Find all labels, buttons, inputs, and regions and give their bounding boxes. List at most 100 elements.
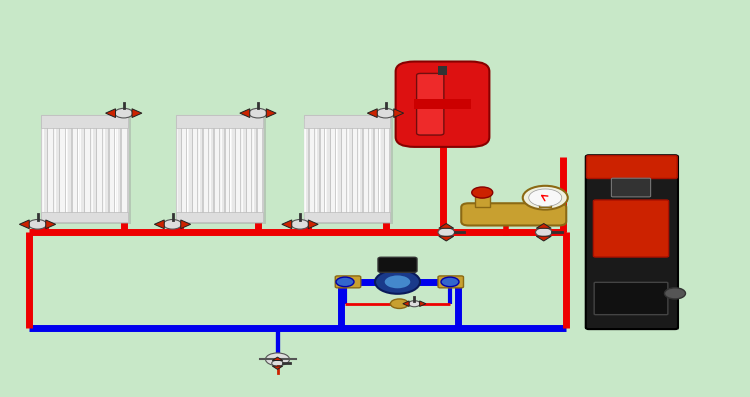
Bar xyxy=(304,115,390,128)
Polygon shape xyxy=(439,236,454,241)
Bar xyxy=(358,119,362,218)
Bar xyxy=(109,119,114,218)
Polygon shape xyxy=(181,220,190,229)
Bar xyxy=(209,119,211,218)
FancyBboxPatch shape xyxy=(335,276,361,288)
Bar xyxy=(309,119,314,218)
Circle shape xyxy=(664,288,686,299)
Circle shape xyxy=(375,270,420,294)
Bar xyxy=(331,119,335,218)
Circle shape xyxy=(28,220,46,229)
Bar xyxy=(231,119,235,218)
FancyBboxPatch shape xyxy=(586,155,678,329)
Circle shape xyxy=(336,277,354,287)
Bar xyxy=(374,119,378,218)
FancyBboxPatch shape xyxy=(396,62,489,147)
Circle shape xyxy=(115,108,133,118)
Bar xyxy=(592,159,679,330)
Bar xyxy=(92,119,96,218)
Polygon shape xyxy=(46,220,56,229)
Bar xyxy=(67,119,68,218)
Circle shape xyxy=(291,220,309,229)
Bar xyxy=(539,201,551,207)
Bar xyxy=(220,119,224,218)
Bar xyxy=(176,115,262,222)
Bar xyxy=(337,119,340,218)
Circle shape xyxy=(384,275,411,289)
FancyBboxPatch shape xyxy=(438,276,464,288)
Bar xyxy=(54,119,58,218)
FancyBboxPatch shape xyxy=(586,156,677,179)
Bar xyxy=(42,119,46,218)
Bar xyxy=(67,119,71,218)
Polygon shape xyxy=(536,236,551,241)
Bar xyxy=(341,119,346,218)
Bar xyxy=(116,119,121,218)
Bar xyxy=(257,119,262,218)
Bar xyxy=(192,119,197,218)
Bar xyxy=(347,119,349,218)
Bar xyxy=(182,119,186,218)
Bar xyxy=(97,119,102,218)
Bar xyxy=(252,119,254,218)
Bar xyxy=(198,119,202,218)
Bar xyxy=(41,212,128,222)
Polygon shape xyxy=(420,301,426,306)
Polygon shape xyxy=(403,301,410,306)
Circle shape xyxy=(529,189,562,206)
Bar xyxy=(79,119,83,218)
Bar xyxy=(438,66,447,75)
Bar xyxy=(347,119,352,218)
Bar xyxy=(337,119,338,218)
Bar xyxy=(246,119,250,218)
Bar xyxy=(92,119,93,218)
FancyBboxPatch shape xyxy=(594,282,668,315)
Circle shape xyxy=(164,220,182,229)
Polygon shape xyxy=(368,109,377,118)
Bar xyxy=(363,119,368,218)
Bar xyxy=(369,119,373,218)
Circle shape xyxy=(409,301,420,307)
Polygon shape xyxy=(272,366,283,369)
Bar xyxy=(475,195,490,207)
Polygon shape xyxy=(439,224,454,228)
Bar xyxy=(72,119,77,218)
Bar xyxy=(116,119,118,218)
Circle shape xyxy=(272,360,284,366)
Bar xyxy=(231,119,232,218)
Bar xyxy=(209,119,213,218)
Polygon shape xyxy=(20,220,29,229)
Circle shape xyxy=(438,228,454,237)
Bar xyxy=(188,119,192,218)
Bar xyxy=(214,119,218,218)
Bar xyxy=(198,119,200,218)
Bar xyxy=(176,115,262,128)
Bar xyxy=(315,119,316,218)
Bar xyxy=(41,115,128,128)
FancyBboxPatch shape xyxy=(593,200,669,257)
Circle shape xyxy=(472,187,493,198)
Bar xyxy=(188,119,189,218)
Polygon shape xyxy=(308,220,318,229)
Bar xyxy=(304,115,390,222)
Bar xyxy=(352,119,357,218)
Polygon shape xyxy=(272,357,283,360)
Bar xyxy=(380,119,384,218)
Bar xyxy=(41,115,128,222)
Polygon shape xyxy=(394,109,404,118)
Bar xyxy=(54,119,56,218)
Bar xyxy=(47,119,53,218)
Bar xyxy=(320,119,325,218)
Circle shape xyxy=(376,108,394,118)
Bar xyxy=(121,119,127,218)
Bar xyxy=(236,119,240,218)
Polygon shape xyxy=(240,109,250,118)
FancyBboxPatch shape xyxy=(417,73,444,135)
Polygon shape xyxy=(154,220,164,229)
Polygon shape xyxy=(282,220,292,229)
Bar xyxy=(242,119,245,218)
Bar xyxy=(414,100,471,109)
Bar xyxy=(252,119,257,218)
Bar xyxy=(304,212,390,222)
Bar xyxy=(315,119,320,218)
